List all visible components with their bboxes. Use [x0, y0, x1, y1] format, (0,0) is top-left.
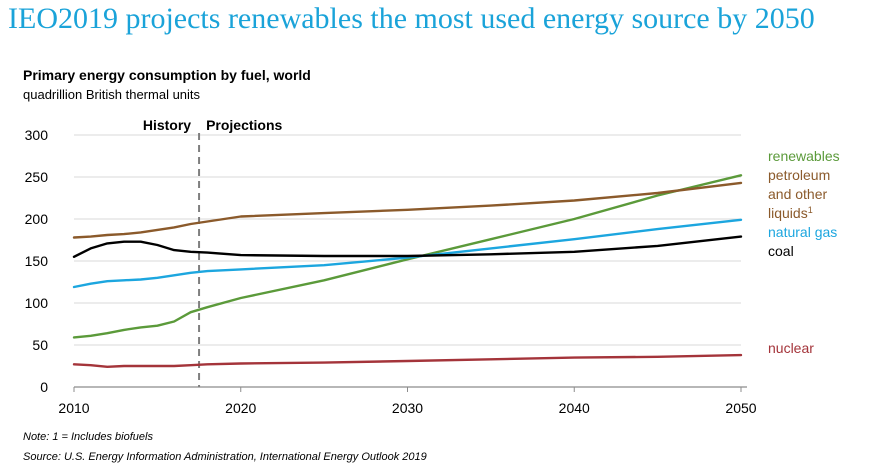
y-tick-label: 100 — [25, 295, 49, 311]
series-label-nuclear: nuclear — [768, 340, 814, 356]
chart-subtitle: quadrillion British thermal units — [23, 87, 201, 102]
series-line-nuclear — [72, 353, 743, 368]
series-label-petroleum-and-other-liquids: liquids1 — [768, 205, 813, 221]
x-tick-label: 2020 — [225, 400, 256, 416]
chart-note: Note: 1 = Includes biofuels — [23, 431, 153, 443]
series-line-renewables — [72, 174, 743, 339]
slide-title: IEO2019 projects renewables the most use… — [8, 2, 815, 35]
series-label-natural-gas: natural gas — [768, 224, 837, 240]
series-label-coal: coal — [768, 243, 794, 259]
series-label-renewables: renewables — [768, 148, 840, 164]
y-tick-label: 250 — [25, 169, 49, 185]
x-tick-label: 2040 — [559, 400, 590, 416]
series-line-coal — [72, 235, 743, 258]
y-tick-label: 0 — [40, 379, 48, 395]
y-tick-label: 200 — [25, 211, 49, 227]
y-tick-label: 50 — [32, 337, 48, 353]
series-line-natural-gas — [72, 218, 743, 289]
chart-source: Source: U.S. Energy Information Administ… — [23, 451, 427, 463]
series-label-petroleum-and-other-liquids: and other — [768, 186, 827, 202]
history-label: History — [143, 117, 191, 133]
series-label-petroleum-and-other-liquids: petroleum — [768, 167, 830, 183]
y-tick-label: 150 — [25, 253, 49, 269]
x-tick-label: 2030 — [392, 400, 423, 416]
y-tick-label: 300 — [25, 127, 49, 143]
projections-label: Projections — [206, 117, 282, 133]
x-tick-label: 2010 — [58, 400, 89, 416]
chart-title: Primary energy consumption by fuel, worl… — [23, 67, 311, 83]
x-tick-label: 2050 — [725, 400, 756, 416]
series-line-petroleum-and-other-liquids — [72, 181, 743, 239]
